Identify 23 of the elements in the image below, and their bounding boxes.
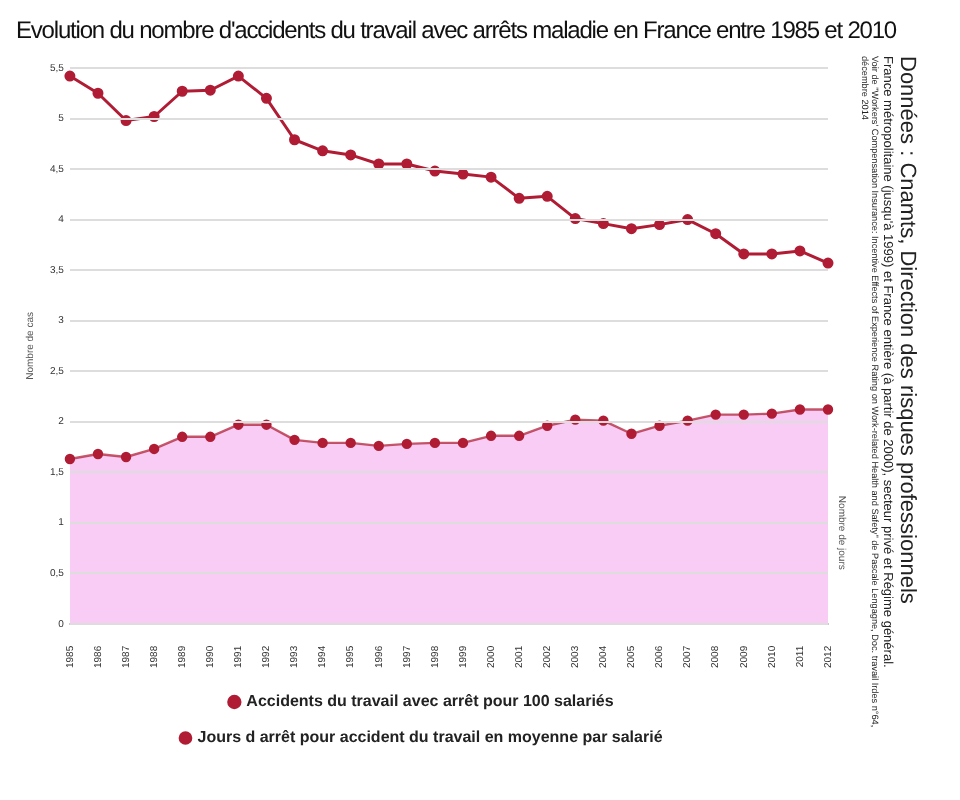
point [513,192,525,204]
point [317,145,329,157]
point [625,223,637,235]
text: Données : Cnamts, Direction des risques professionnels [894,56,919,608]
point [710,228,722,240]
point [345,149,357,161]
point [64,70,76,82]
point [232,70,244,82]
chart-title: Evolution du nombre d'accidents du travail avec arrêts maladie en France entre 1985 et 2010 [16,16,898,44]
point [289,134,301,146]
point [260,92,272,104]
point [597,218,609,230]
point [92,87,104,99]
point [766,248,778,260]
point [541,190,553,202]
point [176,85,188,97]
point [822,257,834,269]
point [794,245,806,257]
legend-label: Jours d arrêt pour accident du travail en moyenne par salarié [197,728,664,747]
legend-label: Accidents du travail avec arrêt pour 100 salariés [246,692,615,711]
point [738,248,750,260]
point [485,171,497,183]
point [204,84,216,96]
